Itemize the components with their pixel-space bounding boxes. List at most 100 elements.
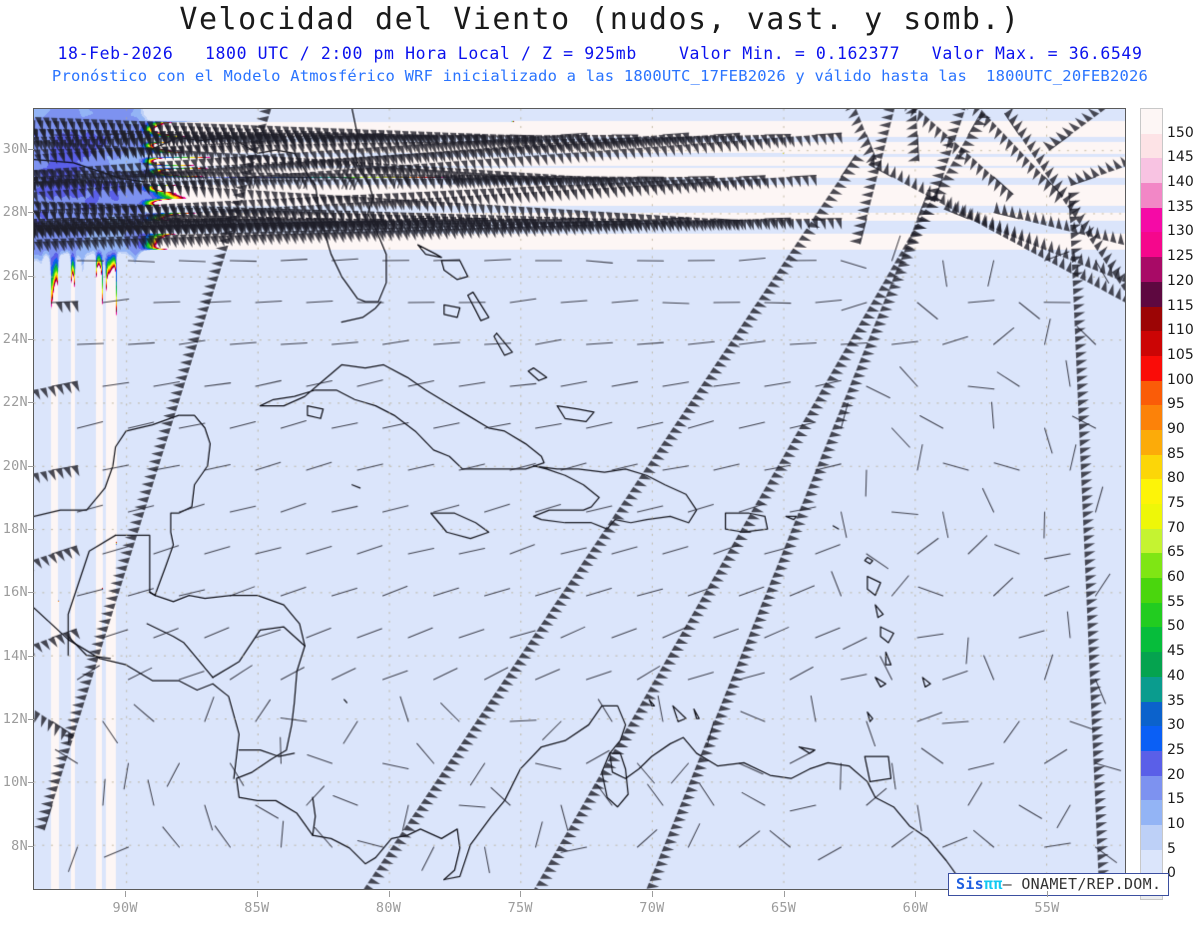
colorbar-tick-label: 80 (1167, 470, 1185, 487)
logo-org-text: – ONAMET/REP.DOM. (1002, 875, 1162, 893)
colorbar-tick-label: 120 (1167, 272, 1194, 289)
lat-tick-label: 16N (2, 584, 28, 601)
colorbar-tick-label: 40 (1167, 667, 1185, 684)
lat-tick-label: 22N (2, 394, 28, 411)
lon-tick-mark (915, 891, 917, 897)
wind-speed-shading-canvas (34, 109, 1125, 889)
colorbar-swatch (1141, 331, 1162, 356)
lat-tick-mark (28, 529, 34, 531)
colorbar-swatch (1141, 504, 1162, 529)
colorbar-tick-label: 5 (1167, 840, 1176, 857)
forecast-meta-line: 18-Feb-2026 1800 UTC / 2:00 pm Hora Loca… (57, 44, 1143, 63)
colorbar-tick-label: 20 (1167, 766, 1185, 783)
logo-sis-text: Sis (956, 875, 984, 893)
colorbar-swatch (1141, 207, 1162, 233)
colorbar-swatch (1141, 133, 1162, 159)
colorbar-swatch (1141, 750, 1162, 776)
colorbar-tick-label: 105 (1167, 346, 1194, 363)
colorbar-tick-label: 85 (1167, 445, 1185, 462)
lat-tick-label: 20N (2, 457, 28, 474)
map-plot-area[interactable] (33, 108, 1126, 890)
colorbar-swatch (1141, 553, 1162, 579)
lon-tick-mark (125, 891, 127, 897)
lon-tick-label: 65W (770, 900, 797, 916)
lat-tick-mark (28, 465, 34, 467)
lat-tick-mark (28, 655, 34, 657)
colorbar-tick-label: 110 (1167, 322, 1194, 339)
colorbar-swatch (1141, 652, 1162, 677)
colorbar-tick-label: 45 (1167, 643, 1185, 660)
colorbar-tick-label: 30 (1167, 717, 1185, 734)
colorbar-tick-label: 75 (1167, 495, 1185, 511)
lat-tick-label: 26N (2, 267, 28, 284)
colorbar-swatch (1141, 775, 1162, 801)
lat-tick-label: 14N (2, 647, 28, 664)
lon-tick-mark (256, 891, 258, 897)
lat-tick-mark (28, 402, 34, 404)
colorbar-tick-label: 140 (1167, 174, 1194, 191)
lon-tick-label: 55W (1034, 900, 1060, 916)
attribution-logo: Sisππ– ONAMET/REP.DOM. (948, 873, 1170, 896)
colorbar-tick-label: 25 (1167, 741, 1185, 758)
colorbar-tick-label: 130 (1167, 223, 1194, 240)
lat-tick-mark (28, 149, 34, 151)
lat-tick-mark (28, 275, 34, 277)
colorbar-swatch (1141, 528, 1162, 554)
colorbar-tick-label: 90 (1167, 420, 1185, 437)
lon-tick-label: 85W (244, 900, 270, 916)
lon-tick-label: 75W (507, 900, 533, 916)
colorbar-swatch (1141, 429, 1162, 455)
lon-tick-label: 70W (639, 900, 665, 916)
colorbar-swatch (1141, 380, 1162, 406)
lon-tick-label: 80W (375, 900, 402, 916)
model-info-line: Pronóstico con el Modelo Atmosférico WRF… (51, 67, 1149, 85)
lat-tick-mark (28, 845, 34, 847)
lat-tick-label: 8N (11, 837, 28, 854)
colorbar-tick-label: 150 (1167, 124, 1194, 141)
lat-tick-label: 30N (2, 141, 28, 158)
lat-tick-mark (28, 719, 34, 721)
lat-tick-label: 18N (2, 521, 28, 538)
colorbar-tick-label: 50 (1167, 618, 1185, 635)
colorbar-tick-label: 95 (1167, 396, 1185, 413)
colorbar-tick-label: 10 (1167, 815, 1185, 832)
lat-tick-mark (28, 592, 34, 594)
colorbar-tick-label: 65 (1167, 544, 1185, 561)
colorbar-tick-label: 15 (1167, 791, 1185, 808)
colorbar-swatch (1141, 355, 1162, 381)
lon-tick-mark (388, 891, 390, 897)
colorbar-swatch (1141, 676, 1162, 702)
colorbar-tick-label: 70 (1167, 519, 1185, 536)
colorbar-swatch (1141, 849, 1162, 875)
colorbar-swatch (1141, 109, 1162, 134)
colorbar-tick-label: 135 (1167, 198, 1194, 215)
colorbar-tick-label: 55 (1167, 593, 1185, 610)
colorbar-swatch (1141, 701, 1162, 727)
colorbar-swatch (1141, 454, 1162, 480)
page-title: Velocidad del Viento (nudos, vast. y som… (179, 2, 1021, 37)
colorbar-swatch (1141, 578, 1162, 603)
colorbar (1140, 108, 1163, 900)
lon-tick-mark (651, 891, 653, 897)
colorbar-swatch (1141, 306, 1162, 332)
colorbar-swatch (1141, 158, 1162, 184)
colorbar-tick-label: 0 (1167, 865, 1176, 882)
colorbar-tick-label: 60 (1167, 569, 1185, 586)
lat-tick-mark (28, 782, 34, 784)
colorbar-swatch (1141, 627, 1162, 653)
lat-tick-mark (28, 339, 34, 341)
lat-tick-mark (28, 212, 34, 214)
colorbar-tick-label: 100 (1167, 371, 1194, 388)
lon-tick-mark (1046, 891, 1048, 897)
lon-tick-label: 90W (112, 900, 138, 916)
lon-tick-mark (520, 891, 522, 897)
colorbar-swatch (1141, 602, 1162, 628)
lat-tick-label: 12N (2, 711, 28, 728)
lon-tick-label: 60W (902, 900, 928, 916)
colorbar-swatch (1141, 257, 1162, 282)
logo-pi-icon: ππ (984, 875, 1003, 893)
colorbar-swatch (1141, 281, 1162, 307)
lat-tick-label: 28N (2, 204, 28, 221)
lon-tick-mark (783, 891, 785, 897)
